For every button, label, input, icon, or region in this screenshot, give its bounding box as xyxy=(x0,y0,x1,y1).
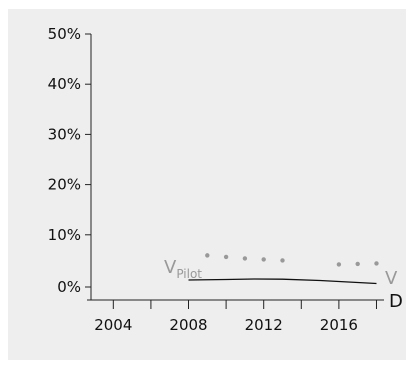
data-point xyxy=(205,253,210,258)
series-label-v-pilot: VPilot xyxy=(164,257,202,281)
series-label-v: V xyxy=(385,268,398,289)
y-tick-label: 40% xyxy=(48,75,81,93)
data-point xyxy=(355,261,360,267)
y-tick-label: 10% xyxy=(48,226,81,244)
data-point xyxy=(242,256,248,261)
x-tick-label: 2008 xyxy=(169,316,207,334)
y-tick-label: 20% xyxy=(48,176,81,194)
x-tick-label: 2012 xyxy=(245,316,283,334)
x-tick-label: 2016 xyxy=(320,316,358,334)
data-point xyxy=(336,262,342,267)
y-tick-label: 0% xyxy=(57,278,81,296)
y-tick-label: 50% xyxy=(48,25,81,43)
data-point xyxy=(280,258,285,263)
x-tick-label: 2004 xyxy=(94,316,132,334)
data-point xyxy=(261,257,266,262)
data-point xyxy=(374,261,379,266)
chart-panel xyxy=(8,9,406,360)
series-label-d: D xyxy=(389,291,403,312)
y-tick-label: 30% xyxy=(48,125,81,143)
series-line-d xyxy=(188,278,377,285)
data-point xyxy=(223,254,229,260)
